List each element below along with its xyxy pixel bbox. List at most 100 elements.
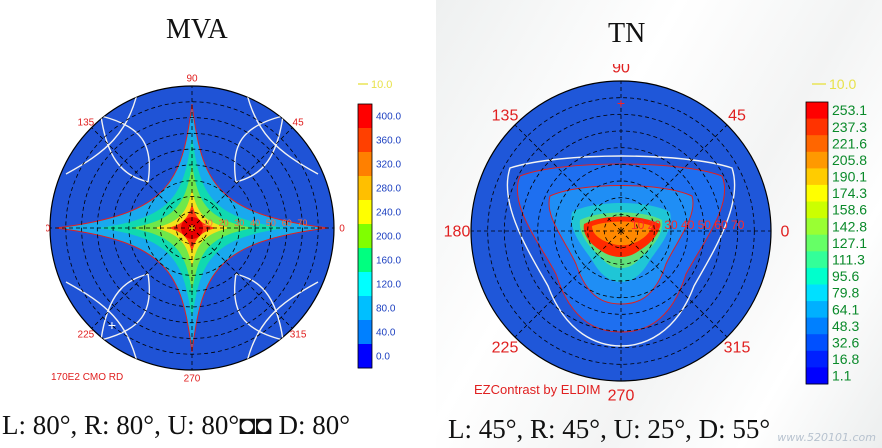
mva-angle-label-180: 180	[46, 224, 51, 235]
tn-angle-label-45: 45	[728, 108, 746, 125]
tn-software-label: EZContrast by ELDIM	[474, 382, 600, 397]
mva-device-label: 170E2 CMO RD	[51, 372, 123, 383]
mva-colorbar-swatch	[358, 104, 372, 129]
tn-top-marker: +	[617, 95, 625, 111]
mva-angle-label-225: 225	[78, 330, 95, 341]
tn-colorbar-swatch	[806, 102, 828, 119]
mva-contour-white-lr	[233, 273, 284, 341]
mva-radial-label-10: 10	[203, 218, 213, 228]
mva-radial-label-40: 40	[250, 218, 260, 228]
mva-contour-white-ul2	[65, 89, 139, 175]
mva-contour-white-ur2	[245, 89, 319, 175]
mva-angle-label-45: 45	[293, 117, 305, 128]
tn-angle-label-315: 315	[724, 340, 751, 357]
tn-caption: L: 45°, R: 45°, U: 25°, D: 55°	[448, 414, 771, 444]
tn-plot-card[interactable]: 90 45 0 315 270 225 180 135 10 20 30 40 50 60 70 + EZ…	[440, 60, 872, 405]
mva-corner-marker: +	[108, 317, 116, 333]
tn-colorbar-swatch	[806, 317, 828, 335]
tn-colorbar-swatch	[806, 151, 828, 169]
tn-colorbar-tick-label: 64.1	[832, 301, 859, 317]
mva-grid-spoke	[191, 227, 293, 329]
mva-colorbar-swatch	[358, 344, 372, 369]
tn-colorbar-tick-label: 127.1	[832, 235, 867, 251]
tn-radial-label-10: 10	[631, 218, 645, 232]
tn-contour-red-mid	[548, 185, 694, 305]
tn-colorbar-swatch	[806, 301, 828, 319]
tn-colorbar-swatch	[806, 184, 828, 202]
tn-grid	[471, 81, 771, 381]
mva-colorbar-swatch	[358, 320, 372, 345]
mva-grid-spoke	[91, 127, 193, 229]
mva-colorbar-tick-label: 40.0	[376, 328, 396, 339]
mva-angle-label-0: 0	[339, 224, 345, 235]
tn-colorbar: 253.1237.3221.6205.8190.1174.3158.6142.8…	[805, 101, 867, 385]
mva-colorbar-tick-label: 360.0	[376, 136, 401, 147]
mva-caption: L: 80°, R: 80°, U: 80°◘◘ D: 80°	[2, 410, 351, 440]
tn-colorbar-tick-label: 253.1	[832, 102, 867, 118]
tn-grid-ring	[587, 197, 655, 265]
mva-colorbar-swatch	[358, 176, 372, 201]
mva-angle-label-90: 90	[186, 74, 198, 85]
mva-colorbar-tick-label: 80.0	[376, 304, 396, 315]
tn-colorbar-swatch	[806, 284, 828, 302]
mva-legend-contour-label: 10.0	[371, 79, 392, 91]
tn-colorbar-swatch	[806, 350, 828, 368]
mva-contour-white-ur	[233, 115, 284, 183]
mva-angle-label-270: 270	[184, 374, 201, 385]
mva-contour-white-ll	[100, 273, 151, 341]
tn-polar-plot: 90 45 0 315 270 225 180 135 10 20 30 40 50 60 70 + EZ…	[444, 60, 868, 405]
mva-colorbar-swatch	[358, 224, 372, 249]
tn-grid-ring	[503, 113, 739, 349]
tn-radial-label-20: 20	[648, 218, 662, 232]
tn-colorbar-tick-label: 111.3	[832, 252, 865, 268]
mva-grid-ring	[144, 180, 240, 276]
tn-colorbar-swatch	[806, 201, 828, 219]
tn-colorbar-swatch	[806, 367, 828, 385]
mva-contour-white-ul	[100, 115, 151, 183]
tn-angle-label-0: 0	[781, 224, 790, 241]
tn-colorbar-tick-label: 221.6	[832, 135, 867, 151]
mva-angle-label-315: 315	[290, 330, 307, 341]
tn-title: TN	[608, 18, 646, 49]
mva-grid-spoke	[91, 227, 193, 329]
tn-radial-label-30: 30	[664, 218, 678, 232]
tn-colorbar-frame	[805, 101, 829, 385]
tn-angle-label-270: 270	[608, 388, 635, 404]
mva-colorbar-tick-label: 0.0	[376, 352, 390, 363]
tn-angle-labels: 90 45 0 315 270 225 180 135	[444, 60, 790, 405]
tn-angle-label-180: 180	[444, 224, 471, 241]
tn-radial-label-50: 50	[698, 218, 712, 232]
mva-colorbar-tick-label: 280.0	[376, 184, 401, 195]
mva-colorbar-swatch	[358, 200, 372, 225]
tn-grid-ring	[537, 147, 705, 315]
mva-radial-label-70: 70	[297, 218, 307, 228]
tn-angle-label-135: 135	[492, 108, 519, 125]
tn-colorbar-swatch	[806, 168, 828, 186]
mva-colorbar-swatch	[358, 296, 372, 321]
mva-title: MVA	[166, 14, 228, 45]
tn-colorbar-swatch	[806, 218, 828, 236]
tn-colorbar-tick-label: 237.3	[832, 119, 867, 135]
tn-radial-label-40: 40	[681, 218, 695, 232]
tn-colorbar-tick-label: 142.8	[832, 218, 867, 234]
tn-radial-label-60: 60	[714, 218, 728, 232]
tn-colorbar-tick-label: 95.6	[832, 268, 859, 284]
mva-contour-red	[55, 103, 329, 353]
tn-colorbar-tick-label: 48.3	[832, 318, 859, 334]
mva-colorbar-swatch	[358, 128, 372, 153]
mva-colorbar-swatch	[358, 152, 372, 177]
tn-legend-contour-label: 10.0	[829, 76, 856, 92]
mva-colorbar: 400.0 360.0 320.0 280.0 240.0 200.0 160.0 120.0…	[357, 103, 401, 369]
tn-colorbar-tick-label: 1.1	[832, 368, 852, 384]
mva-colorbar-tick-label: 240.0	[376, 208, 401, 219]
mva-colorbar-tick-label: 320.0	[376, 160, 401, 171]
mva-colorbar-tick-label: 400.0	[376, 112, 401, 123]
mva-colorbar-tick-label: 120.0	[376, 280, 401, 291]
tn-colorbar-swatch	[806, 267, 828, 285]
tn-colorbar-swatch	[806, 251, 828, 269]
mva-radial-label-30: 30	[234, 218, 244, 228]
mva-grid-spoke	[191, 127, 293, 229]
tn-angle-label-225: 225	[492, 340, 519, 357]
